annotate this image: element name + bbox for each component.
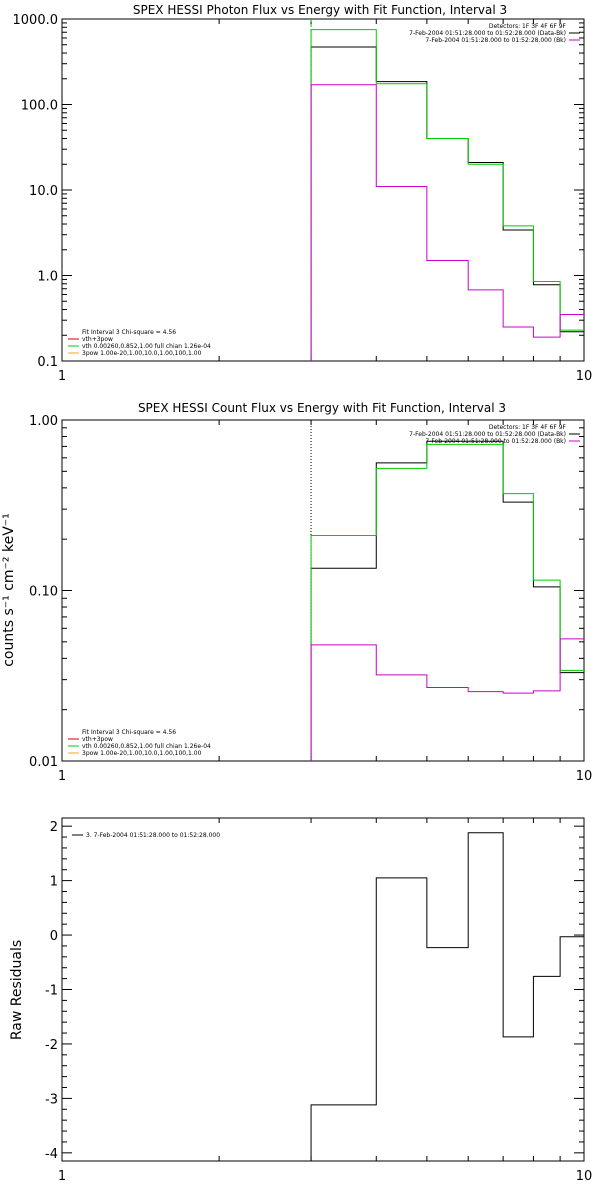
legend-bottom: Fit Interval 3 Chi-square = 4.56 vth+3po… — [68, 729, 211, 757]
legend-line: 3pow 1.00e-20,1.00,10.0,1.00,100,1.00 — [82, 350, 202, 357]
legend-line: Fit Interval 3 Chi-square = 4.56 — [82, 329, 176, 336]
y-tick-label: 1.0 — [37, 270, 58, 285]
y-tick-label: 100.0 — [21, 99, 58, 114]
axes-frame — [61, 419, 585, 762]
legend-line: 3. 7-Feb-2004 01:51:28.000 to 01:52:28.0… — [86, 832, 220, 839]
axes-frame — [61, 817, 585, 1162]
series-line-0 — [310, 832, 584, 1161]
legend-line: vth+3pow — [82, 736, 113, 743]
axes-frame — [61, 18, 585, 362]
series-marks — [310, 420, 584, 761]
y-tick-label: 1000.0 — [13, 13, 59, 28]
legend-line: Detectors: 1F 3F 4F 6F 9F — [489, 424, 567, 431]
y-tick-label: 10.0 — [29, 184, 58, 199]
legend-line: 7-Feb-2004 01:51:28.000 to 01:52:28.000 … — [409, 30, 566, 37]
legend-top: Detectors: 1F 3F 4F 6F 9F 7-Feb-2004 01:… — [409, 424, 580, 445]
panel-title: SPEX HESSI Count Flux vs Energy with Fit… — [138, 401, 506, 415]
tick-labels: 1 10 0.1 1.0 10.0 100.0 1000.0 — [13, 13, 593, 384]
legend-top: Detectors: 1F 3F 4F 6F 9F 7-Feb-2004 01:… — [409, 23, 580, 44]
series-line-2 — [310, 84, 584, 361]
legend-line: vth 0.00260,0.852,1.00 full chian 1.26e-… — [82, 743, 211, 750]
count-flux-panel: SPEX HESSI Count Flux vs Energy with Fit… — [1, 401, 592, 784]
legend-line: vth+3pow — [82, 336, 113, 343]
y-axis-label: counts s⁻¹ cm⁻² keV⁻¹ — [1, 513, 17, 667]
series-line-0 — [310, 440, 584, 761]
residuals-panel: Raw Residuals 1 10 -4 -3 -2 -1 0 1 2 3. 7-Feb-20… — [9, 817, 592, 1184]
legend-line: 7-Feb-2004 01:51:28.000 to 01:52:28.000 … — [409, 431, 566, 438]
y-tick-label: -4 — [45, 1147, 58, 1162]
series-line-2 — [310, 638, 584, 761]
series-line-1 — [310, 443, 584, 761]
plot-frame — [61, 419, 585, 762]
y-axis-label: Raw Residuals — [9, 940, 25, 1040]
y-tick-label: 0 — [50, 929, 58, 944]
photon-flux-panel: SPEX HESSI Photon Flux vs Energy with Fi… — [13, 3, 593, 384]
series-line-1 — [310, 29, 584, 361]
x-tick-label: 10 — [576, 769, 593, 784]
plot-frame — [61, 817, 585, 1162]
legend-line: vth 0.00260,0.852,1.00 full chian 1.26e-… — [82, 343, 211, 350]
series-line-0 — [310, 46, 584, 361]
y-tick-label: 0.1 — [37, 355, 58, 370]
tick-labels: 1 10 -4 -3 -2 -1 0 1 2 — [45, 820, 592, 1184]
legend-line: 7-Feb-2004 01:51:28.000 to 01:52:28.000 … — [425, 37, 566, 44]
legend-bottom: Fit Interval 3 Chi-square = 4.56 vth+3po… — [68, 329, 211, 357]
y-tick-label: -1 — [45, 984, 58, 999]
series-marks — [310, 19, 584, 361]
legend: 3. 7-Feb-2004 01:51:28.000 to 01:52:28.0… — [72, 832, 220, 839]
x-tick-label: 1 — [58, 1169, 66, 1184]
x-tick-label: 10 — [576, 369, 593, 384]
y-tick-label: -3 — [45, 1092, 58, 1107]
y-tick-label: 1.00 — [29, 414, 58, 429]
legend-line: 7-Feb-2004 01:51:28.000 to 01:52:28.000 … — [425, 438, 566, 445]
y-tick-label: 2 — [50, 820, 58, 835]
x-tick-label: 1 — [58, 769, 66, 784]
legend-line: Fit Interval 3 Chi-square = 4.56 — [82, 729, 176, 736]
series-marks — [310, 832, 584, 1161]
x-tick-label: 1 — [58, 369, 66, 384]
legend-line: 3pow 1.00e-20,1.00,10.0,1.00,100,1.00 — [82, 750, 202, 757]
y-tick-label: 0.01 — [29, 755, 58, 770]
y-tick-label: -2 — [45, 1038, 58, 1053]
legend-line: Detectors: 1F 3F 4F 6F 9F — [489, 23, 567, 30]
panel-title: SPEX HESSI Photon Flux vs Energy with Fi… — [133, 3, 507, 17]
y-tick-label: 1 — [50, 875, 58, 890]
plot-frame — [61, 18, 585, 362]
y-tick-label: 0.10 — [29, 585, 58, 600]
tick-labels: 1 10 0.01 0.10 1.00 — [29, 414, 592, 784]
x-tick-label: 10 — [576, 1169, 593, 1184]
